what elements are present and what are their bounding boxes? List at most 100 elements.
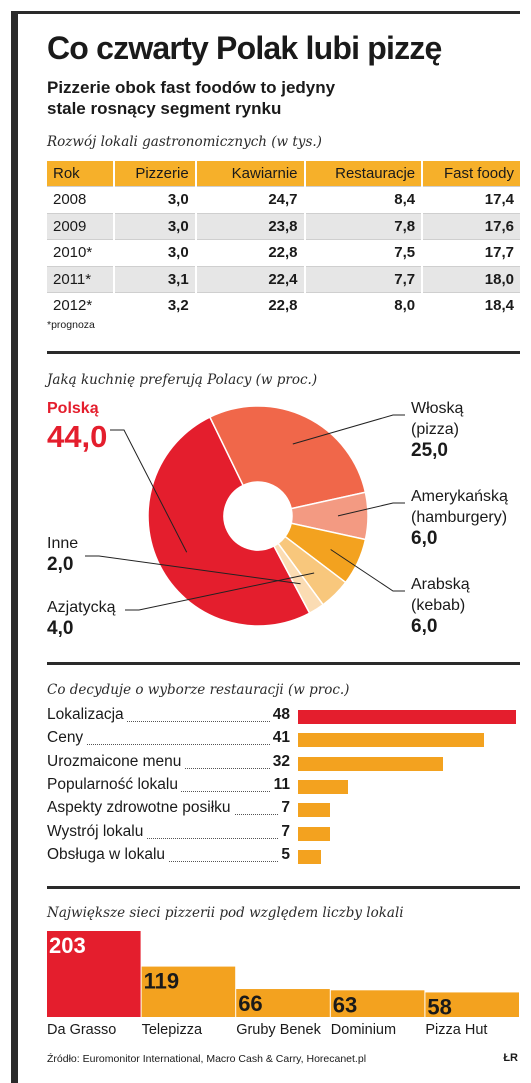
column-header: Rok — [47, 161, 115, 187]
bar — [298, 756, 444, 771]
bar-row: Lokalizacja 48 — [47, 706, 520, 728]
pie-label-value: 25,0 — [411, 440, 448, 461]
table-cell: 3,2 — [113, 292, 196, 319]
pie-label: Inne 2,0 — [47, 533, 78, 575]
table-cell: 7,5 — [303, 239, 423, 266]
section-divider — [47, 886, 520, 889]
table-cell: 3,0 — [113, 212, 196, 240]
cuisine-donut-chart — [85, 405, 405, 627]
bar — [298, 826, 330, 841]
bar-value-label: 5 — [278, 845, 290, 864]
bar-value-label: 11 — [270, 775, 290, 794]
pie-slice — [208, 405, 367, 510]
table-cell: 2012* — [47, 292, 115, 319]
forecast-note: *prognoza — [47, 319, 95, 331]
table-cell: 2008 — [47, 186, 115, 213]
bar-value-label: 7 — [278, 799, 290, 818]
pie-label-name: Azjatycką — [47, 599, 116, 616]
bar — [298, 710, 516, 724]
table-cell: 17,6 — [421, 212, 520, 240]
pie-label: Arabską (kebab) 6,0 — [411, 574, 470, 637]
column-category-label: Da Grasso — [47, 1022, 116, 1038]
pie-label-name: Włoską (pizza) — [411, 400, 464, 438]
column-bar — [141, 966, 236, 1017]
frame-top-rule — [11, 11, 520, 14]
table-cell: 8,4 — [303, 186, 423, 213]
column-header: Fast foody — [421, 161, 520, 187]
pie-leader-line — [330, 549, 405, 592]
pie-label-name: Polską — [47, 400, 99, 417]
column-category-label: Pizza Hut — [425, 1022, 487, 1038]
bar-row: Wystrój lokalu 7 — [47, 822, 520, 845]
table-body: 2008 3,0 24,7 8,4 17,4 2009 3,0 23,8 7,8 17,6 2010… — [47, 186, 520, 319]
table-section-title: Rozwój lokali gastronomicznych (w tys.) — [47, 134, 322, 150]
bar — [298, 733, 485, 748]
column-bar — [47, 931, 141, 1017]
pie-label: Azjatycką 4,0 — [47, 597, 115, 639]
pie-label-value: 2,0 — [47, 554, 74, 575]
table-row: 2012* 3,2 22,8 8,0 18,4 — [47, 292, 520, 319]
pie-label-name: Inne — [47, 535, 79, 552]
bar-leader-dots — [47, 837, 288, 839]
pie-leader-line — [125, 572, 315, 611]
bar-category-label: Aspekty zdrowotne posiłku — [47, 799, 234, 818]
column-value-label: 203 — [49, 933, 86, 958]
table-cell: 22,8 — [194, 239, 305, 266]
column-category-label: Gruby Benek — [236, 1022, 321, 1038]
pie-section-title: Jaką kuchnię preferują Polacy (w proc.) — [47, 372, 318, 388]
table-cell: 7,8 — [303, 212, 423, 240]
table-cell: 24,7 — [194, 186, 305, 213]
pie-leader-line — [337, 502, 405, 517]
pie-label: Polską 44,0 — [47, 398, 107, 455]
pie-label-value: 44,0 — [47, 419, 108, 454]
pie-label: Amerykańską (hamburgery) 6,0 — [411, 486, 508, 549]
table-cell: 3,0 — [113, 239, 196, 266]
bar-row: Aspekty zdrowotne posiłku 7 — [47, 799, 520, 821]
bar-category-label: Ceny — [47, 729, 87, 748]
column-bar — [425, 992, 519, 1017]
bar-category-label: Popularność lokalu — [47, 775, 181, 794]
table-row: 2008 3,0 24,7 8,4 17,4 — [47, 186, 520, 213]
table-row: 2010* 3,0 22,8 7,5 17,7 — [47, 239, 520, 266]
pie-leader-line — [110, 429, 188, 553]
table-cell: 8,0 — [303, 292, 423, 319]
bar-row: Obsługa w lokalu 5 — [47, 845, 520, 868]
bar-category-label: Lokalizacja — [47, 706, 127, 724]
table-cell: 22,8 — [194, 292, 305, 319]
table-cell: 3,0 — [113, 186, 196, 213]
table-cell: 18,4 — [421, 292, 520, 319]
bar-value-label: 7 — [278, 822, 290, 841]
pie-label-value: 6,0 — [411, 616, 438, 637]
bar-category-label: Obsługa w lokalu — [47, 845, 169, 864]
column-bar — [330, 990, 425, 1017]
table-row: 2011* 3,1 22,4 7,7 18,0 — [47, 265, 520, 293]
establishments-table: Rok Pizzerie Kawiarnie Restauracje Fast food… — [47, 161, 520, 319]
page-subtitle: Pizzerie obok fast foodów to jedyny stal… — [47, 78, 336, 118]
bar-row: Ceny 41 — [47, 729, 520, 751]
pie-label-name: Arabską (kebab) — [411, 576, 470, 614]
pie-slice — [272, 542, 325, 615]
pie-label-name: Amerykańską (hamburgery) — [411, 488, 508, 526]
column-bar — [236, 989, 330, 1017]
bar — [298, 803, 330, 818]
bar-leader-dots — [47, 721, 288, 722]
column-value-label: 66 — [238, 991, 262, 1016]
column-header: Pizzerie — [113, 161, 196, 187]
bar-leader-dots — [47, 744, 288, 746]
pie-slice — [147, 416, 311, 627]
column-value-label: 63 — [333, 992, 357, 1017]
bar-category-label: Wystrój lokalu — [47, 822, 147, 841]
table-row: 2009 3,0 23,8 7,8 17,6 — [47, 212, 520, 240]
column-value-label: 58 — [427, 994, 451, 1019]
bar-value-label: 41 — [269, 729, 290, 748]
section-divider — [47, 351, 520, 354]
bar — [298, 849, 321, 864]
table-cell: 17,7 — [421, 239, 520, 266]
table-cell: 2011* — [47, 265, 115, 293]
page-title: Co czwarty Polak lubi pizzę — [47, 30, 442, 66]
source-note: Źródło: Euromonitor International, Macro… — [47, 1053, 367, 1065]
column-value-label: 119 — [144, 969, 180, 994]
publisher-logo: ŁR — [503, 1052, 518, 1064]
table-cell: 23,8 — [194, 212, 305, 240]
bar — [298, 779, 348, 794]
